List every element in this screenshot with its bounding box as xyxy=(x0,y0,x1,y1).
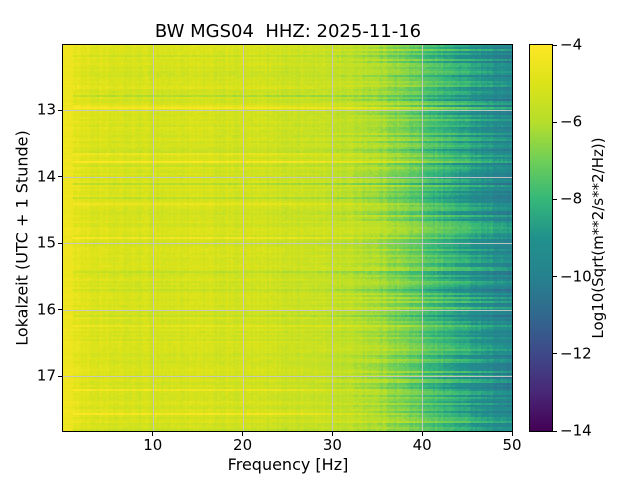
cbar-tick-label--4: −4 xyxy=(560,35,583,54)
cbar-tick-label--14: −14 xyxy=(560,421,592,440)
cbar-tick-label--12: −12 xyxy=(560,344,592,363)
cbar-tick--6 xyxy=(553,121,557,123)
y-tick-label-16: 16 xyxy=(36,300,56,319)
cbar-tick--10 xyxy=(553,276,557,278)
cbar-tick-label--8: −8 xyxy=(560,189,583,208)
plot-area xyxy=(62,44,513,432)
y-tick-14 xyxy=(58,176,62,178)
colorbar-gradient xyxy=(530,45,552,431)
x-tick-50 xyxy=(511,432,513,436)
colorbar-label: Log10(Sqrt(m**2/s**2/Hz)) xyxy=(589,137,607,339)
y-tick-label-17: 17 xyxy=(36,366,56,385)
page-title: BW MGS04 HHZ: 2025-11-16 xyxy=(154,21,422,42)
cbar-tick--4 xyxy=(553,44,557,46)
y-tick-17 xyxy=(58,375,62,377)
x-tick-20 xyxy=(242,432,244,436)
x-tick-10 xyxy=(152,432,154,436)
x-tick-label-40: 40 xyxy=(412,436,432,454)
colorbar xyxy=(529,44,553,432)
cbar-tick--14 xyxy=(553,430,557,432)
y-tick-15 xyxy=(58,242,62,244)
x-tick-label-10: 10 xyxy=(143,436,163,454)
y-tick-13 xyxy=(58,109,62,111)
y-tick-label-14: 14 xyxy=(36,167,56,186)
cbar-tick-label--6: −6 xyxy=(560,112,583,131)
x-tick-label-30: 30 xyxy=(322,436,342,454)
x-tick-30 xyxy=(331,432,333,436)
x-tick-label-20: 20 xyxy=(233,436,253,454)
cbar-tick--12 xyxy=(553,353,557,355)
y-tick-label-13: 13 xyxy=(36,100,56,119)
y-tick-16 xyxy=(58,309,62,311)
y-tick-label-15: 15 xyxy=(36,233,56,252)
cbar-tick-label--10: −10 xyxy=(560,267,592,286)
cbar-tick--8 xyxy=(553,198,557,200)
x-tick-label-50: 50 xyxy=(502,436,522,454)
x-tick-40 xyxy=(421,432,423,436)
x-axis-label: Frequency [Hz] xyxy=(227,455,349,474)
spectrogram-heatmap xyxy=(63,45,512,431)
